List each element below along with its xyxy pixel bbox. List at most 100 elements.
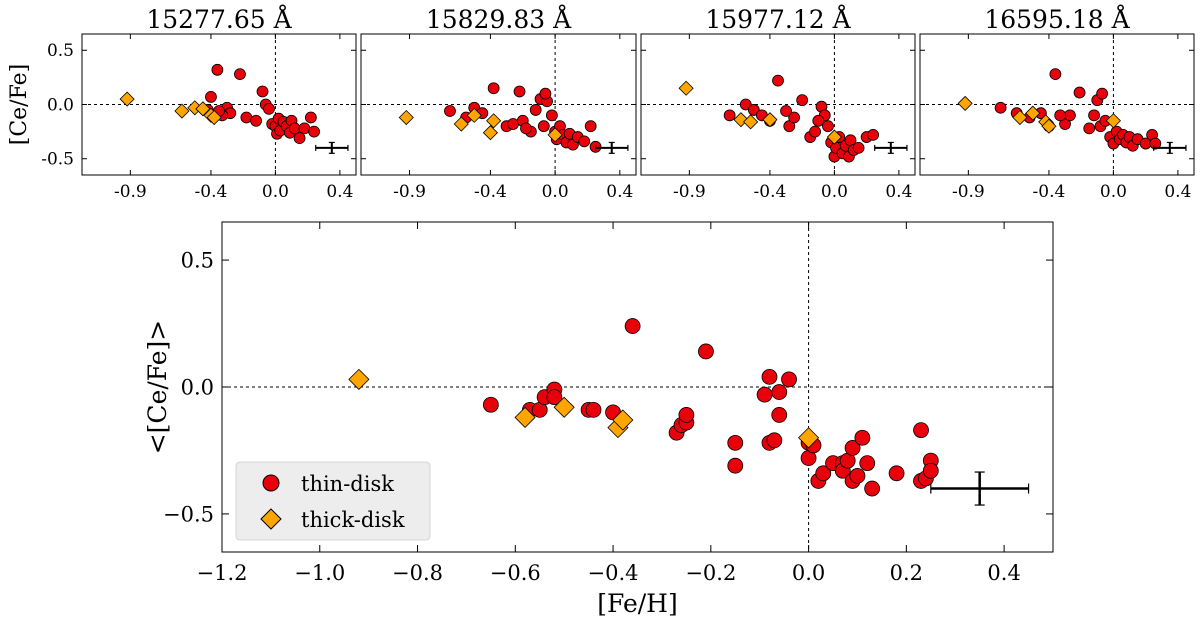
thin-disk-point — [761, 368, 778, 385]
x-tick-label: -0.9 — [673, 182, 706, 202]
thick-disk-point — [612, 409, 634, 431]
thin-disk-point — [888, 465, 905, 482]
error-bar — [594, 141, 629, 154]
x-tick-label: 0.4 — [326, 182, 353, 202]
thin-disk-point — [529, 104, 542, 116]
thin-disk-point — [624, 318, 641, 334]
thin-disk-point — [756, 386, 773, 403]
thin-disk-point — [766, 432, 783, 449]
thin-disk-point — [482, 396, 499, 413]
thin-disk-point — [304, 111, 317, 124]
y-tick-label: 0.5 — [181, 248, 214, 272]
y-tick-label: 0.5 — [47, 41, 74, 61]
thick-disk-point — [957, 95, 973, 111]
x-tick-label: −1.2 — [197, 561, 248, 585]
thick-disk-point — [514, 406, 536, 429]
thin-disk-point — [487, 82, 500, 95]
thick-disk-point — [348, 368, 370, 390]
panel-title: 15829.83 Å — [426, 4, 572, 34]
y-tick-label: −0.5 — [163, 502, 214, 526]
thin-disk-point — [308, 125, 320, 138]
error-bar — [930, 471, 1030, 506]
panel-title: 16595.18 Å — [984, 4, 1130, 34]
error-bar — [874, 141, 908, 154]
thin-disk-point — [780, 105, 792, 117]
x-tick-label: −0.4 — [588, 561, 639, 585]
thick-disk-point — [206, 109, 222, 126]
thin-disk-point — [263, 102, 275, 115]
legend-label-thin: thin-disk — [301, 472, 394, 496]
thin-disk-point — [520, 122, 532, 135]
thin-disk-point — [844, 440, 861, 456]
thin-disk-point — [913, 422, 929, 439]
x-tick-label: −1.0 — [294, 561, 345, 585]
x-tick-label: -0.4 — [195, 182, 228, 202]
thick-disk-point — [482, 125, 498, 141]
thin-disk-point — [539, 87, 552, 100]
y-tick-label: -0.5 — [41, 150, 74, 170]
thick-disk-point — [453, 116, 469, 132]
x-tick-label: 0.4 — [606, 182, 633, 202]
x-tick-label: -0.4 — [474, 182, 507, 202]
panel-15277: -0.9 -0.4 0.0 0.4 0.5 0.0 -0.5 15277.65 Å [Ce/Fe… — [7, 4, 357, 202]
x-tick-label: 0.4 — [885, 182, 912, 202]
thin-disk-point — [537, 120, 550, 133]
thin-disk-point — [1073, 86, 1086, 99]
x-tick-label: -0.9 — [393, 182, 426, 202]
legend-marker-thin — [262, 474, 280, 492]
thin-disk-point — [772, 74, 784, 87]
thin-disk-point — [205, 91, 217, 103]
thin-disk-point — [739, 98, 752, 111]
thin-disk-point — [781, 371, 797, 388]
thin-disk-point — [864, 480, 881, 497]
thin-disk-point — [1054, 109, 1067, 122]
y-axis-label: [Ce/Fe] — [7, 64, 32, 146]
thin-disk-point — [727, 434, 744, 451]
thick-disk-point — [1105, 113, 1121, 129]
x-tick-label: 0.4 — [1164, 182, 1191, 202]
thick-disk-point — [1012, 109, 1028, 126]
y-axis-label: <[Ce/Fe]> — [143, 320, 172, 455]
thick-disk-point — [733, 112, 749, 128]
thin-disk-point — [788, 111, 801, 124]
x-tick-label: 0.0 — [821, 182, 848, 202]
y-tick-label: 0.0 — [47, 95, 74, 115]
thick-disk-point — [195, 101, 211, 117]
x-axis-label: [Fe/H] — [597, 589, 678, 618]
thin-disk-point — [994, 101, 1007, 114]
panel-15829: -0.9 -0.4 0.0 0.4 15829.83 Å — [360, 4, 637, 202]
thick-disk-point — [1025, 105, 1041, 121]
thin-disk-point — [854, 429, 871, 446]
thin-disk-point — [678, 407, 695, 423]
thin-disk-point — [771, 407, 788, 423]
thin-disk-point — [1096, 87, 1109, 100]
thin-disk-point — [849, 467, 866, 484]
error-bar — [1153, 141, 1187, 154]
x-tick-label: 0.0 — [792, 561, 825, 585]
x-tick-label: -0.4 — [754, 182, 787, 202]
thick-disk-point — [174, 103, 190, 119]
thin-disk-point — [578, 135, 591, 148]
thin-disk-point — [859, 455, 876, 472]
x-tick-label: 0.0 — [1100, 182, 1127, 202]
thin-disk-point — [822, 120, 834, 133]
thick-disk-point — [1041, 118, 1057, 134]
thin-disk-point — [444, 105, 456, 117]
thin-disk-point — [771, 384, 788, 400]
thin-disk-point — [747, 104, 760, 116]
thin-disk-point — [1083, 122, 1096, 135]
thick-disk-point — [743, 114, 759, 130]
panel-title: 15977.12 Å — [705, 4, 851, 34]
thin-disk-point — [256, 85, 269, 98]
legend-marker-thick — [260, 508, 282, 530]
panel-mean: −1.2 −1.0 −0.8 −0.6 −0.4 −0.2 0.0 0.2 0.4 0.5 0.0 −… — [143, 221, 1054, 618]
thin-disk-point — [546, 389, 563, 406]
thin-disk-point — [1088, 109, 1100, 122]
panel-16595: -0.9 -0.4 0.0 0.4 16595.18 Å — [919, 4, 1195, 202]
x-tick-label: -0.9 — [952, 182, 985, 202]
thin-disk-point — [234, 68, 246, 81]
thick-disk-point — [547, 127, 563, 143]
thin-disk-point — [723, 109, 736, 122]
thin-disk-point — [809, 125, 821, 138]
